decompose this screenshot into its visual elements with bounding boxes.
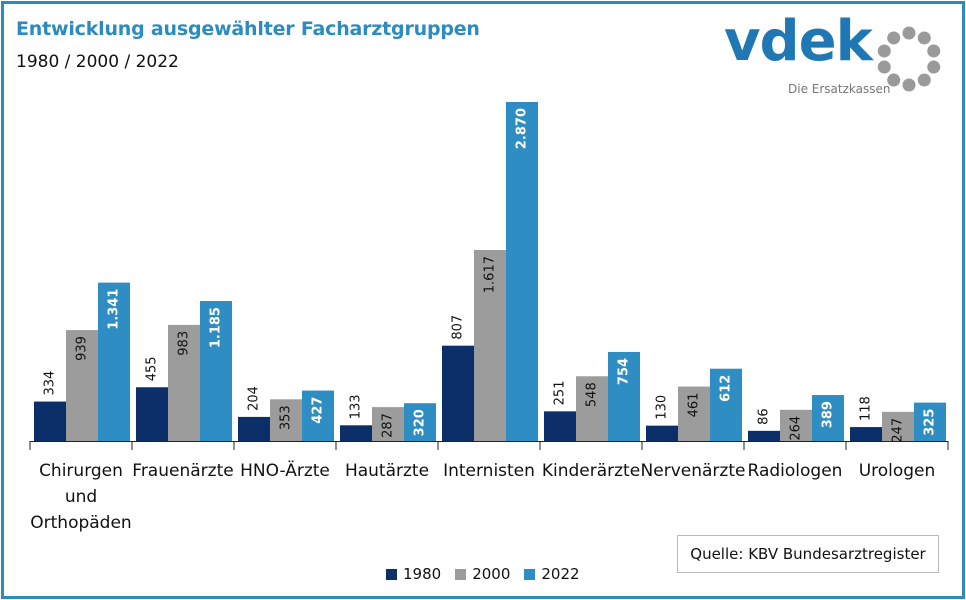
- data-label-2000-4: 1.617: [483, 256, 498, 293]
- data-label-1980-0: 334: [43, 371, 58, 396]
- bar-2022-8: [914, 402, 946, 441]
- data-label-2000-8: 247: [891, 418, 906, 443]
- logo-ring-dot: [927, 44, 941, 58]
- x-tick-label-1-0: Frauenärzte: [132, 461, 233, 481]
- chart-legend: 1980 2000 2022: [386, 564, 594, 584]
- data-label-2022-1: 1.185: [209, 307, 224, 348]
- data-label-2022-6: 612: [719, 375, 734, 402]
- bar-2000-5: [576, 376, 608, 441]
- bar-2022-3: [404, 403, 436, 441]
- data-label-2000-6: 461: [687, 393, 702, 418]
- bar-1980-1: [136, 387, 168, 441]
- data-label-2000-2: 353: [279, 405, 294, 430]
- bar-2000-8: [882, 411, 914, 441]
- logo-ring-dot: [917, 73, 931, 87]
- bar-2000-2: [270, 399, 302, 441]
- logo-ring-dot: [887, 31, 901, 45]
- data-label-2000-7: 264: [789, 416, 804, 441]
- data-label-1980-2: 204: [247, 386, 262, 411]
- data-label-1980-8: 118: [859, 396, 874, 421]
- bar-2022-2: [302, 390, 334, 441]
- legend-label-1980: 1980: [403, 565, 442, 583]
- legend-label-2022: 2022: [541, 565, 580, 583]
- bar-1980-4: [442, 345, 474, 441]
- data-label-2000-1: 983: [177, 331, 192, 356]
- logo-ring-dot: [927, 60, 941, 74]
- legend-swatch-2000: [455, 568, 467, 580]
- x-tick-label-6-0: Nervenärzte: [641, 461, 746, 481]
- chart-title: Entwicklung ausgewählter Facharztgruppen: [16, 18, 480, 40]
- data-label-2022-5: 754: [617, 358, 632, 385]
- bar-1980-2: [238, 416, 270, 441]
- bar-1980-5: [544, 411, 576, 441]
- logo-tagline: Die Ersatzkassen: [788, 82, 891, 96]
- legend-swatch-1980: [386, 568, 397, 580]
- legend-label-2000: 2000: [472, 565, 511, 583]
- vdek-logo: vdek Die Ersatzkassen: [722, 14, 944, 102]
- bar-2000-0: [66, 330, 98, 441]
- bar-1980-8: [850, 427, 882, 441]
- x-tick-label-0-1: und: [65, 487, 97, 507]
- bar-1980-0: [34, 401, 66, 441]
- x-tick-label-7-0: Radiologen: [748, 461, 843, 481]
- legend-item-1980: 1980: [386, 565, 441, 583]
- bar-2000-3: [372, 407, 404, 441]
- bar-2000-4: [474, 250, 506, 441]
- logo-ring-dot: [887, 73, 901, 87]
- bar-2022-0: [98, 282, 130, 441]
- legend-item-2000: 2000: [455, 565, 510, 583]
- bar-2000-1: [168, 324, 200, 441]
- source-note: Quelle: KBV Bundesarztregister: [677, 535, 939, 573]
- data-label-2000-3: 287: [381, 413, 396, 438]
- x-tick-label-0-0: Chirurgen: [39, 461, 123, 481]
- bar-1980-6: [646, 425, 678, 441]
- bar-1980-3: [340, 425, 372, 441]
- data-label-2022-8: 325: [923, 409, 938, 436]
- bar-2022-6: [710, 368, 742, 441]
- data-label-2022-0: 1.341: [107, 289, 122, 330]
- logo-wordmark: vdek: [724, 9, 873, 74]
- bar-1980-7: [748, 430, 780, 441]
- data-label-1980-5: 251: [553, 381, 568, 406]
- logo-ring-icon: [877, 26, 941, 92]
- bar-2022-1: [200, 301, 232, 441]
- logo-ring-dot: [902, 78, 916, 92]
- data-label-2022-7: 389: [821, 401, 836, 428]
- data-label-1980-7: 86: [757, 408, 772, 425]
- data-label-2022-4: 2.870: [515, 108, 530, 149]
- legend-item-2022: 2022: [524, 565, 580, 583]
- bar-2022-7: [812, 395, 844, 441]
- legend-swatch-2022: [524, 568, 536, 580]
- bar-2022-5: [608, 351, 640, 441]
- x-tick-label-4-0: Internisten: [443, 461, 535, 481]
- bar-2000-7: [780, 409, 812, 441]
- logo-ring-dot: [877, 60, 891, 74]
- data-label-1980-1: 455: [145, 356, 160, 381]
- x-tick-label-0-2: Orthopäden: [30, 513, 131, 533]
- x-tick-label-8-0: Urologen: [859, 461, 936, 481]
- logo-ring-dot: [917, 31, 931, 45]
- chart-subtitle: 1980 / 2000 / 2022: [16, 52, 179, 72]
- data-label-1980-3: 133: [349, 394, 364, 419]
- logo-ring-dot: [877, 44, 891, 58]
- data-label-2022-2: 427: [311, 397, 326, 424]
- x-tick-label-5-0: Kinderärzte: [542, 461, 640, 481]
- data-label-2000-0: 939: [75, 336, 90, 361]
- bar-2000-6: [678, 386, 710, 441]
- data-label-2022-3: 320: [413, 409, 428, 436]
- logo-ring-dot: [902, 26, 916, 40]
- x-tick-label-2-0: HNO-Ärzte: [240, 460, 330, 481]
- data-label-1980-4: 807: [451, 315, 466, 340]
- bar-2022-4: [506, 102, 538, 441]
- data-label-1980-6: 130: [655, 395, 670, 420]
- x-tick-label-3-0: Hautärzte: [345, 461, 429, 481]
- data-label-2000-5: 548: [585, 382, 600, 407]
